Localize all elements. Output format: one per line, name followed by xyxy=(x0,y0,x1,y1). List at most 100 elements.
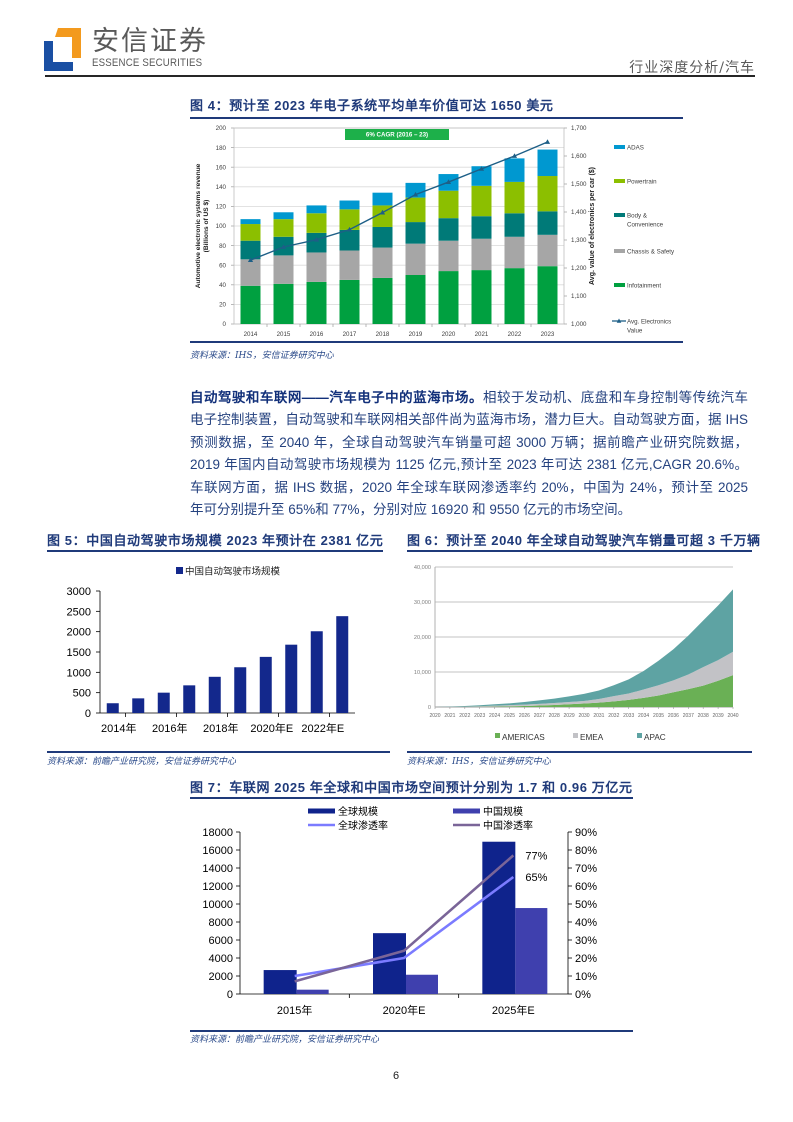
bar-segment-infotainment xyxy=(240,285,261,324)
x-tick-label: 2025年E xyxy=(492,1003,535,1017)
y2-tick-label: 1,200 xyxy=(571,265,587,272)
x-tick-label: 2020年E xyxy=(383,1003,426,1017)
bar-segment-body-convenience xyxy=(537,211,558,235)
paragraph-line-text: 相较于发动机、底盘和车身控制等传统汽车 xyxy=(482,390,749,405)
bar-segment-powertrain xyxy=(405,197,426,223)
legend-swatch xyxy=(176,567,183,574)
y-tick-label: 16000 xyxy=(202,845,233,857)
y2-tick-label: 80% xyxy=(575,845,597,857)
legend-label: Value xyxy=(627,327,643,334)
bar-china-size xyxy=(296,989,329,994)
fig7-bottom-rule xyxy=(190,1030,633,1032)
bar-segment-adas xyxy=(537,149,558,177)
y-axis-title: (Billions of US $) xyxy=(203,200,210,253)
y-tick-label: 20 xyxy=(219,302,226,309)
y2-tick-label: 30% xyxy=(575,935,597,947)
legend-swatch xyxy=(308,808,335,814)
x-tick-label: 2015年 xyxy=(277,1003,312,1017)
bar-segment-body-convenience xyxy=(504,213,525,237)
legend-swatch xyxy=(614,179,625,183)
legend-label: 中国规模 xyxy=(483,805,523,818)
x-tick-label: 2014 xyxy=(244,331,258,338)
bar-segment-adas xyxy=(339,200,360,210)
paragraph-line: 电子控制装置，自动驾驶和车联网相关部件尚为蓝海市场，潜力巨大。自动驾驶方面，据 … xyxy=(190,412,748,428)
y2-tick-label: 70% xyxy=(575,863,597,875)
legend-swatch xyxy=(614,145,625,149)
y2-tick-label: 1,500 xyxy=(571,181,587,188)
legend-label: Chassis & Safety xyxy=(627,248,675,255)
bar-segment-infotainment xyxy=(471,270,492,324)
fig5-bottom-rule xyxy=(47,751,390,753)
logo-blue-shape xyxy=(44,41,73,71)
legend-label: Infotainment xyxy=(627,282,661,289)
legend-swatch xyxy=(614,249,625,253)
x-tick-label: 2030 xyxy=(578,713,589,719)
y-tick-label: 10,000 xyxy=(414,670,431,676)
y2-tick-label: 1,600 xyxy=(571,153,587,160)
y-tick-label: 500 xyxy=(73,688,91,700)
bar xyxy=(106,703,119,713)
bar-segment-powertrain xyxy=(504,181,525,214)
x-tick-label: 2020年E xyxy=(250,721,293,735)
bar-segment-powertrain xyxy=(537,176,558,212)
bar xyxy=(310,631,323,713)
x-tick-label: 2038 xyxy=(698,713,709,719)
bar-segment-powertrain xyxy=(372,205,393,227)
china-penetration-line xyxy=(294,854,515,983)
y-tick-label: 180 xyxy=(216,145,227,152)
bar-segment-adas xyxy=(306,205,327,214)
y2-tick-label: 90% xyxy=(575,827,597,839)
area-apac xyxy=(435,589,733,707)
fig5-chart: 0 500 1000 1500 2000 2500 3000 2014年 2016年 2018年 2… xyxy=(67,566,355,735)
bar-segment-infotainment xyxy=(504,268,525,324)
fig5-source: 资料来源：前瞻产业研究院，安信证券研究中心 xyxy=(47,757,237,767)
bar xyxy=(234,667,247,713)
bar-segment-chassis-safety xyxy=(306,252,327,282)
y-axis-title: Automotive electronic systems revenue xyxy=(195,163,202,288)
x-tick-label: 2027 xyxy=(534,713,545,719)
bar-segment-infotainment xyxy=(339,279,360,324)
x-tick-label: 2018年 xyxy=(203,721,238,735)
bar-segment-chassis-safety xyxy=(405,243,426,275)
fig7-chart: 0 2000 4000 6000 8000 10000 12000 14000 16000 180… xyxy=(202,805,597,1017)
y2-tick-label: 10% xyxy=(575,971,597,983)
fig4-title: 图 4：预计至 2023 年电子系统平均单车价值可达 1650 美元 xyxy=(190,98,554,113)
x-tick-label: 2022 xyxy=(508,331,522,338)
bar-global-size xyxy=(482,841,516,994)
legend-label: Convenience xyxy=(627,221,664,228)
legend-label: 中国自动驾驶市场规模 xyxy=(185,566,281,578)
paragraph-line: 预测数据，至 2040 年，全球自动驾驶汽车销量可超 3000 万辆；据前瞻产业… xyxy=(190,434,748,450)
y-tick-label: 18000 xyxy=(202,827,233,839)
y-tick-label: 100 xyxy=(216,223,227,230)
bar-china-size xyxy=(515,908,548,994)
avg-electronics-value-line xyxy=(250,141,548,261)
x-tick-label: 2028 xyxy=(549,713,560,719)
fig5-title-underline xyxy=(47,550,383,552)
bar-segment-chassis-safety xyxy=(504,236,525,269)
bar-segment-adas xyxy=(405,182,426,198)
bar-segment-chassis-safety xyxy=(273,255,294,284)
legend-label: 全球渗透率 xyxy=(338,819,388,832)
x-tick-label: 2016年 xyxy=(152,721,187,735)
y-tick-label: 10000 xyxy=(202,899,233,911)
bar-global-size xyxy=(263,970,297,994)
y-tick-label: 60 xyxy=(219,262,226,269)
legend-label: Powertrain xyxy=(627,178,657,185)
bar-segment-infotainment xyxy=(306,281,327,324)
y-tick-label: 80 xyxy=(219,243,226,250)
bar-segment-body-convenience xyxy=(372,226,393,248)
legend-swatch xyxy=(495,733,500,738)
fig4-source: 资料来源：IHS，安信证券研究中心 xyxy=(190,351,334,361)
bar-global-size xyxy=(373,933,406,994)
bar-segment-infotainment xyxy=(537,266,558,324)
triangle-marker-icon xyxy=(313,236,320,242)
y2-tick-label: 0% xyxy=(575,989,591,1001)
bar xyxy=(157,692,170,713)
y2-tick-label: 50% xyxy=(575,899,597,911)
logo-english-name: ESSENCE SECURITIES xyxy=(92,57,203,69)
x-tick-label: 2021 xyxy=(444,713,455,719)
legend-label: EMEA xyxy=(580,733,604,742)
y-tick-label: 2500 xyxy=(67,606,91,618)
y-tick-label: 0 xyxy=(223,321,227,328)
legend-label: AMERICAS xyxy=(502,733,545,742)
